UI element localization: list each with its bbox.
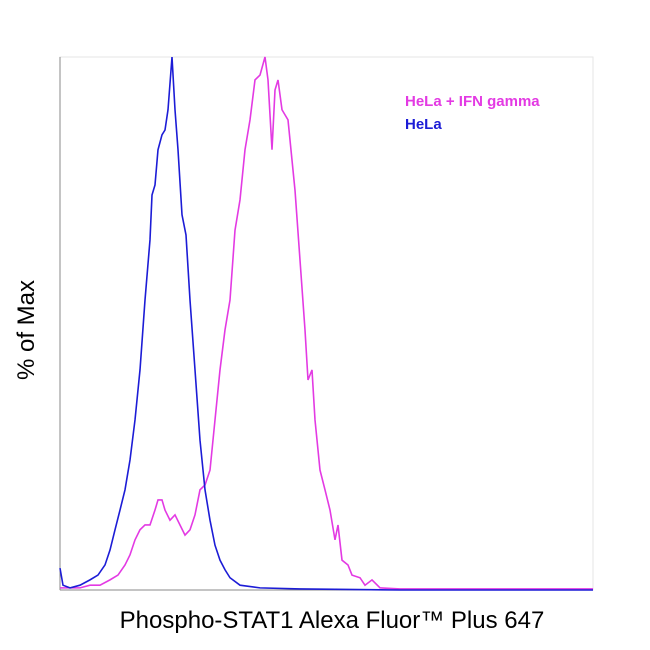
legend-text: HeLa xyxy=(405,116,442,133)
histogram-line xyxy=(60,56,593,590)
y-axis-label: % of Max xyxy=(13,280,40,380)
legend-text: HeLa + IFN gamma xyxy=(405,93,540,110)
x-axis-label: Phospho-STAT1 Alexa Fluor™ Plus 647 xyxy=(120,607,545,634)
histogram-line xyxy=(59,56,593,591)
plot-frame xyxy=(59,56,594,591)
